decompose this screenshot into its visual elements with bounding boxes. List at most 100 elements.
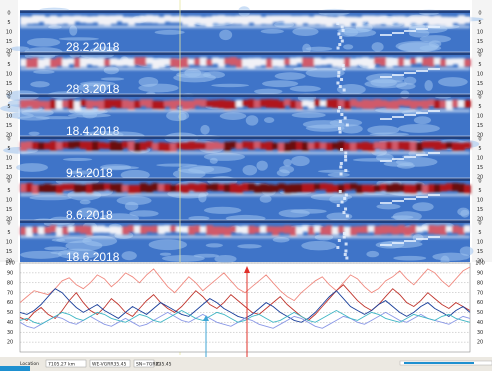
y-tick-label-left: 20 bbox=[7, 340, 13, 346]
depth-tick-right: 0 bbox=[478, 53, 481, 59]
depth-tick-left: 10 bbox=[6, 240, 12, 246]
depth-tick-left: 15 bbox=[6, 39, 12, 45]
panel-date-label: 18.6.2018 bbox=[66, 250, 120, 264]
y-tick-label-left: 100 bbox=[5, 261, 15, 267]
depth-tick-left: 5 bbox=[7, 146, 10, 152]
depth-tick-right: 20 bbox=[477, 49, 483, 55]
location-label: Location bbox=[20, 361, 39, 367]
location-value: 7105.27 km bbox=[48, 362, 75, 368]
depth-tick-right: 15 bbox=[477, 39, 483, 45]
depth-tick-left: 0 bbox=[7, 137, 10, 143]
y-tick-label-left: 60 bbox=[7, 300, 13, 306]
y-tick-label-right: 20 bbox=[477, 340, 483, 346]
status-bar: Location 7105.27 km WE-VGRR35.45 SN=7GRR… bbox=[0, 357, 492, 371]
depth-tick-right: 15 bbox=[477, 165, 483, 171]
progress-left bbox=[0, 366, 30, 371]
panel-date-label: 28.3.2018 bbox=[66, 82, 120, 96]
y-tick-label-left: 70 bbox=[7, 290, 13, 296]
we-value: WE-VGRR35.45 bbox=[92, 362, 126, 368]
depth-tick-right: 20 bbox=[477, 133, 483, 139]
depth-tick-left: 20 bbox=[6, 133, 12, 139]
depth-tick-right: 20 bbox=[477, 91, 483, 97]
depth-tick-right: 0 bbox=[478, 137, 481, 143]
location-field[interactable] bbox=[45, 359, 87, 368]
depth-tick-left: 10 bbox=[6, 156, 12, 162]
depth-tick-right: 10 bbox=[477, 30, 483, 36]
depth-tick-right: 15 bbox=[477, 81, 483, 87]
y-tick-label-right: 50 bbox=[477, 310, 483, 316]
depth-tick-right: 5 bbox=[478, 146, 481, 152]
depth-tick-left: 15 bbox=[6, 249, 12, 255]
heatmap-panel: 8.6.2018 bbox=[20, 176, 471, 224]
y-tick-label-left: 30 bbox=[7, 330, 13, 336]
depth-tick-right: 0 bbox=[478, 95, 481, 101]
y-tick-label-right: 60 bbox=[477, 300, 483, 306]
heatmap-panel: 18.4.2018 bbox=[0, 90, 471, 139]
depth-tick-left: 5 bbox=[7, 188, 10, 194]
panel-date-label: 8.6.2018 bbox=[66, 208, 113, 222]
depth-tick-left: 15 bbox=[6, 207, 12, 213]
depth-tick-left: 15 bbox=[6, 81, 12, 87]
depth-tick-right: 10 bbox=[477, 156, 483, 162]
sn-field[interactable] bbox=[133, 359, 155, 368]
series-line bbox=[19, 284, 471, 321]
depth-tick-right: 20 bbox=[477, 217, 483, 223]
sn-value: SN=7GRR35.45 bbox=[136, 362, 172, 368]
depth-tick-left: 20 bbox=[6, 259, 12, 265]
series-line bbox=[19, 311, 471, 329]
depth-tick-right: 20 bbox=[477, 259, 483, 265]
depth-tick-right: 5 bbox=[478, 188, 481, 194]
depth-tick-left: 0 bbox=[7, 95, 10, 101]
depth-tick-right: 5 bbox=[478, 62, 481, 68]
y-tick-label-right: 70 bbox=[477, 290, 483, 296]
depth-tick-right: 20 bbox=[477, 175, 483, 181]
y-tick-label-right: 30 bbox=[477, 330, 483, 336]
depth-tick-left: 20 bbox=[6, 91, 12, 97]
heatmap-panel: 28.3.2018 bbox=[20, 47, 471, 96]
depth-tick-right: 10 bbox=[477, 240, 483, 246]
depth-tick-right: 15 bbox=[477, 123, 483, 129]
series-line bbox=[19, 266, 471, 303]
depth-tick-left: 0 bbox=[7, 11, 10, 17]
depth-tick-left: 15 bbox=[6, 123, 12, 129]
depth-tick-right: 10 bbox=[477, 198, 483, 204]
depth-tick-left: 0 bbox=[7, 53, 10, 59]
scrollbar-thumb[interactable] bbox=[404, 362, 474, 364]
depth-tick-right: 5 bbox=[478, 20, 481, 26]
arrow-blue-head bbox=[203, 315, 209, 321]
depth-tick-right: 10 bbox=[477, 114, 483, 120]
depth-tick-left: 5 bbox=[7, 62, 10, 68]
depth-tick-right: 0 bbox=[478, 179, 481, 185]
panel-date-label: 28.2.2018 bbox=[66, 40, 120, 54]
y-tick-label-left: 80 bbox=[7, 280, 13, 286]
arrow-red-head bbox=[244, 266, 250, 273]
y-tick-label-left: 90 bbox=[7, 270, 13, 276]
depth-tick-left: 5 bbox=[7, 20, 10, 26]
heatmap-panel: 9.5.2018 bbox=[3, 131, 480, 180]
depth-tick-left: 10 bbox=[6, 30, 12, 36]
depth-tick-right: 15 bbox=[477, 249, 483, 255]
heatmap-panel: 28.2.2018 bbox=[10, 6, 484, 55]
depth-tick-left: 5 bbox=[7, 230, 10, 236]
depth-tick-left: 10 bbox=[6, 114, 12, 120]
depth-tick-right: 15 bbox=[477, 207, 483, 213]
right-depth-axis: 0510152005101520051015200510152005101520… bbox=[477, 11, 483, 265]
depth-tick-left: 10 bbox=[6, 72, 12, 78]
depth-tick-right: 0 bbox=[478, 221, 481, 227]
depth-tick-left: 15 bbox=[6, 165, 12, 171]
y-tick-label-left: 40 bbox=[7, 320, 13, 326]
depth-tick-left: 0 bbox=[7, 221, 10, 227]
series-line bbox=[19, 309, 471, 325]
y-tick-label-right: 90 bbox=[477, 270, 483, 276]
depth-tick-right: 10 bbox=[477, 72, 483, 78]
heatmap-panel: 18.6.2018 bbox=[20, 216, 474, 266]
depth-tick-left: 20 bbox=[6, 49, 12, 55]
left-depth-axis: 0510152005101520051015200510152005101520… bbox=[6, 11, 12, 265]
depth-tick-right: 0 bbox=[478, 11, 481, 17]
depth-tick-left: 5 bbox=[7, 104, 10, 110]
y-tick-label-right: 100 bbox=[475, 261, 485, 267]
we-field[interactable] bbox=[89, 359, 131, 368]
